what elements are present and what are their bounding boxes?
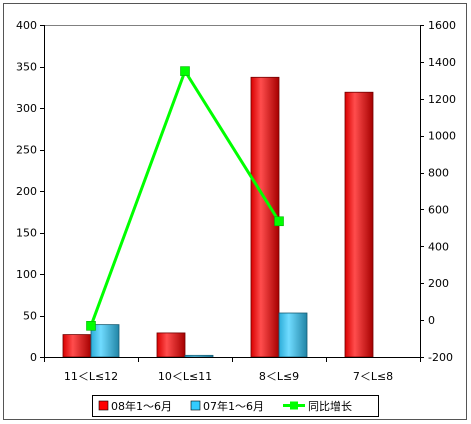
y-left-tick-label: 0: [30, 351, 37, 364]
bar-s0-c1: [156, 332, 186, 358]
y-right-tick-label: 200: [428, 277, 449, 290]
y-left-tick-label: 300: [16, 102, 37, 115]
legend-label-07: 07年1～6月: [203, 399, 264, 413]
y-right-tick-label: 800: [428, 167, 449, 180]
line-marker-c0: [86, 321, 96, 331]
y-left-tick-label: 200: [16, 185, 37, 198]
y-right-tick-label: 1400: [428, 56, 456, 69]
legend: 08年1～6月 07年1～6月 同比增长: [92, 395, 379, 417]
legend-label-growth: 同比增长: [308, 399, 352, 413]
y-right-tick-label: 1000: [428, 130, 456, 143]
bar-s1-c1: [184, 354, 214, 358]
x-tick-label: 8＜L≤9: [259, 370, 299, 383]
y-left-tick-label: 150: [16, 227, 37, 240]
bar-s0-c3: [344, 91, 374, 358]
line-marker-c2: [274, 216, 284, 227]
legend-label-08: 08年1～6月: [111, 399, 172, 413]
x-tick-label: 7＜L≤8: [353, 370, 393, 383]
y-left-tick-label: 50: [23, 310, 37, 323]
x-tick-label: 10＜L≤11: [158, 370, 212, 383]
y-left-tick-label: 350: [16, 61, 37, 74]
bar-s0-c0: [62, 334, 92, 358]
y-right-tick-label: 0: [428, 314, 435, 327]
legend-box: [92, 395, 379, 417]
y-left-tick-label: 400: [16, 19, 37, 32]
plot-area: 0 50 100 150 200 250 300 350 400 -200 0 200 400 600 80…: [16, 19, 456, 383]
y-left-tick-label: 100: [16, 268, 37, 281]
y-right-tick-label: 1600: [428, 19, 456, 32]
y-right-tick-label: 400: [428, 240, 449, 253]
line-marker-c1: [180, 66, 190, 76]
y-right-tick-label: 600: [428, 203, 449, 216]
y-right-tick-label: 1200: [428, 93, 456, 106]
bar-s1-c2: [278, 312, 308, 358]
legend-swatch-07: [190, 400, 201, 411]
legend-marker-growth: [290, 401, 298, 410]
y-right-tick-label: -200: [428, 351, 453, 364]
y-left-tick-label: 250: [16, 144, 37, 157]
x-tick-label: 11＜L≤12: [64, 370, 118, 383]
legend-swatch-08: [98, 400, 109, 411]
